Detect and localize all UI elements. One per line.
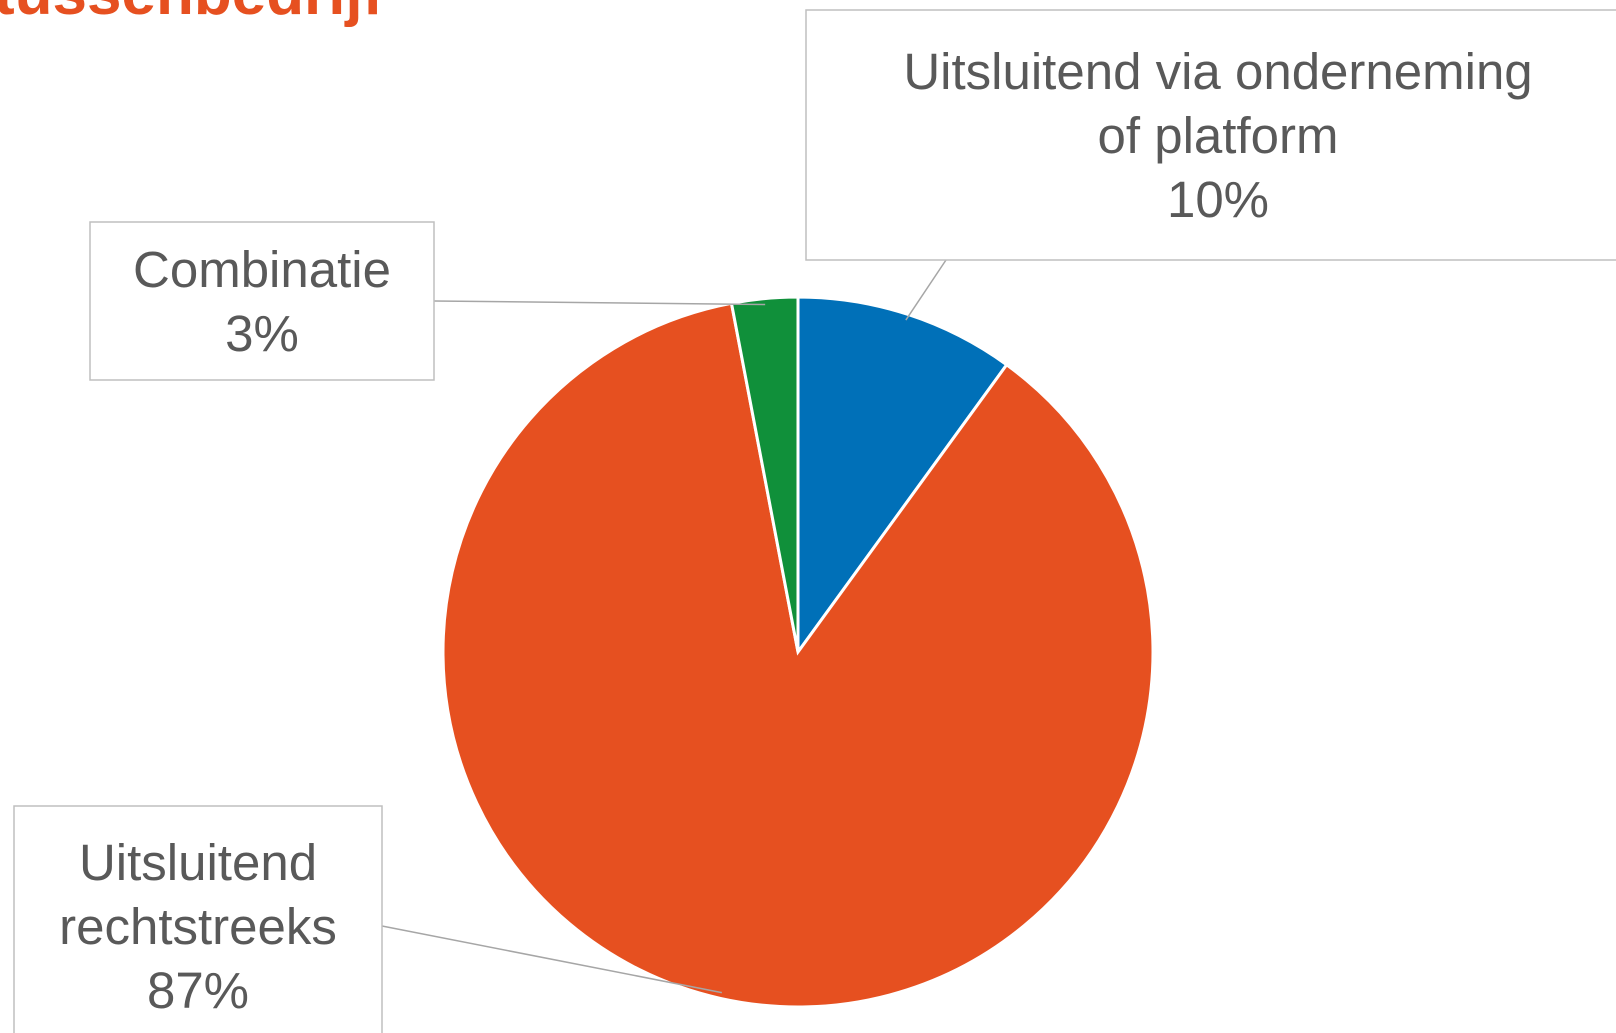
pie-slice-1	[796, 295, 1009, 657]
leader-line-1	[905, 259, 947, 321]
data-label-callouts: Uitsluitend via onderneming of platform 10…	[13, 9, 1616, 1033]
callout-leaders	[381, 259, 947, 994]
callout-value-3: 3%	[225, 305, 299, 362]
chart-title: tussenbedrijf	[0, 0, 384, 28]
callout-value-1: 10%	[1167, 171, 1269, 228]
callout-label-2: Uitsluitend	[79, 834, 317, 891]
callout-box-2	[13, 805, 383, 1033]
leader-line-3	[433, 300, 766, 306]
callout-label-2: rechtstreeks	[59, 898, 337, 955]
callout-box-3	[89, 221, 435, 381]
callout-value-2: 87%	[147, 962, 249, 1019]
callout-label-1: Uitsluitend via onderneming	[903, 43, 1532, 100]
pie-slice-2	[441, 301, 1155, 1009]
callout-label-3: Combinatie	[133, 241, 391, 298]
callout-label-1: of platform	[1098, 107, 1339, 164]
leader-line-2	[381, 925, 723, 994]
pie-slices	[441, 295, 1155, 1009]
pie-slice-3	[729, 295, 800, 653]
callout-box-1	[805, 9, 1616, 261]
